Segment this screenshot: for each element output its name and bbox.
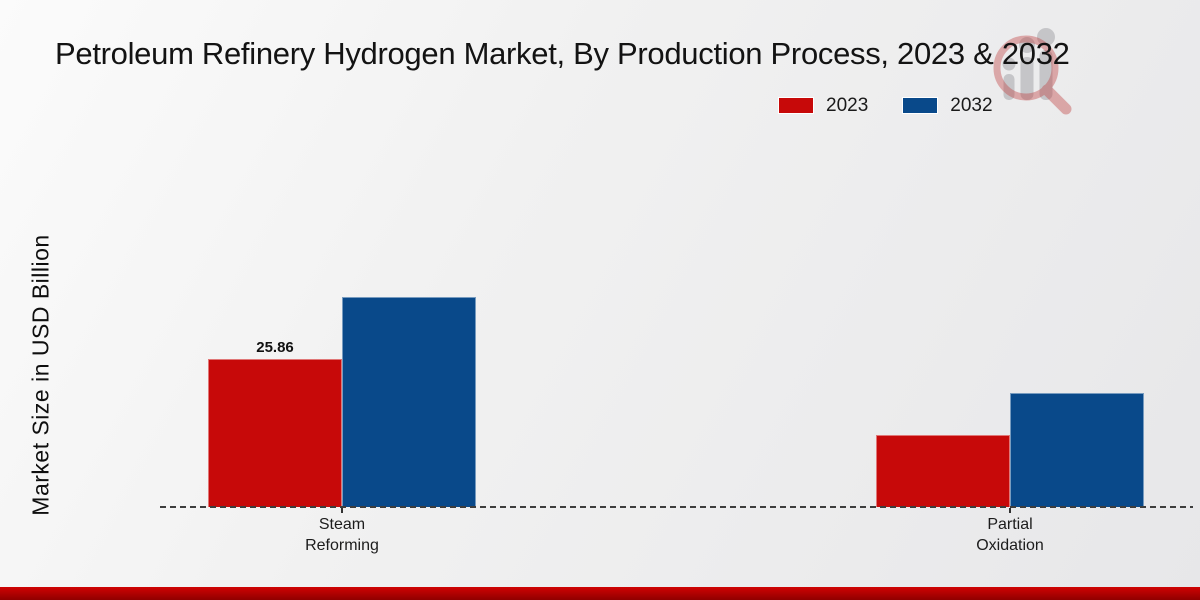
legend: 2023 2032	[778, 95, 993, 115]
magnifier-bar-chart-logo-icon	[993, 22, 1088, 122]
bar-2023-steam-reforming	[208, 359, 342, 507]
x-tick-partial-oxidation	[1009, 508, 1011, 513]
category-label-steam-reforming: Steam Reforming	[305, 516, 379, 554]
legend-label-2023: 2023	[826, 95, 869, 116]
legend-item-2023: 2023	[778, 95, 868, 115]
category-label-partial-oxidation: Partial Oxidation	[976, 516, 1044, 554]
legend-item-2032: 2032	[902, 95, 993, 116]
legend-swatch-2023-icon	[778, 96, 814, 114]
bar-2032-steam-reforming	[342, 297, 476, 507]
y-axis-label: Market Size in USD Billion	[27, 234, 54, 516]
chart-title: Petroleum Refinery Hydrogen Market, By P…	[55, 36, 1070, 71]
legend-swatch-2032-icon	[902, 96, 939, 114]
legend-label-2032: 2032	[950, 95, 993, 116]
x-tick-steam-reforming	[341, 508, 343, 513]
bar-value-label: 25.86	[256, 339, 294, 356]
x-axis-baseline	[160, 506, 1193, 508]
bar-2032-partial-oxidation	[1010, 393, 1144, 507]
bar-2023-partial-oxidation	[876, 435, 1010, 507]
footer-accent-bar	[0, 587, 1200, 600]
